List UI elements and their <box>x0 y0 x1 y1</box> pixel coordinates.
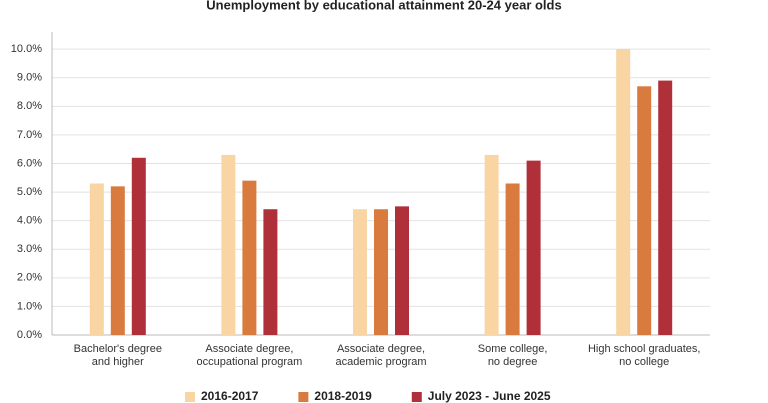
bar <box>353 209 367 335</box>
y-tick-label: 10.0% <box>11 43 42 55</box>
x-tick-label-line: no degree <box>488 356 538 368</box>
y-tick-label: 6.0% <box>17 157 42 169</box>
x-tick-label-line: Bachelor's degree <box>74 343 162 355</box>
legend-label: July 2023 - June 2025 <box>428 389 551 403</box>
y-tick-label: 2.0% <box>17 272 42 284</box>
bar <box>637 86 652 336</box>
y-tick-label: 9.0% <box>17 72 42 84</box>
bar <box>374 209 388 335</box>
y-tick-label: 3.0% <box>17 243 42 255</box>
y-tick-label: 5.0% <box>17 186 42 198</box>
x-tick-label-line: and higher <box>92 356 144 368</box>
legend-swatch <box>411 392 422 402</box>
bar <box>89 183 104 335</box>
x-tick-label: High school graduates, no college <box>588 343 701 368</box>
y-tick-label: 7.0% <box>17 129 42 141</box>
x-tick-label-line: Associate degree, <box>337 343 425 355</box>
bar <box>263 209 278 335</box>
bar <box>110 186 125 335</box>
bar <box>131 157 146 335</box>
legend-swatch <box>298 392 309 402</box>
legend-label: 2016-2017 <box>201 389 259 403</box>
x-tick-label: Some college, no degree <box>478 343 548 368</box>
x-tick-label-line: High school graduates, <box>588 343 701 355</box>
y-tick-label: 0.0% <box>17 329 42 341</box>
y-tick-label: 1.0% <box>17 300 42 312</box>
bar <box>484 154 499 335</box>
bar <box>505 183 520 335</box>
legend-label: 2018-2019 <box>314 389 372 403</box>
x-tick-label-line: academic program <box>335 356 426 368</box>
y-tick-label: 8.0% <box>17 100 42 112</box>
bar <box>658 80 673 336</box>
x-tick-label-line: Associate degree, <box>205 343 293 355</box>
x-tick-label: Bachelor's degree and higher <box>74 343 162 368</box>
x-tick-label: Associate degree, occupational program <box>197 343 303 368</box>
x-tick-label: Associate degree, academic program <box>335 343 426 368</box>
x-tick-label-line: occupational program <box>197 356 303 368</box>
bar <box>526 160 541 335</box>
x-tick-label-line: Some college, <box>478 343 548 355</box>
y-tick-label: 4.0% <box>17 215 42 227</box>
bar <box>221 154 236 335</box>
bar <box>395 206 409 335</box>
bar <box>242 180 257 335</box>
legend-swatch <box>185 392 195 402</box>
chart-title: Unemployment by educational attainment 2… <box>206 0 561 12</box>
bar <box>616 49 631 336</box>
x-tick-label-line: no college <box>619 356 669 368</box>
